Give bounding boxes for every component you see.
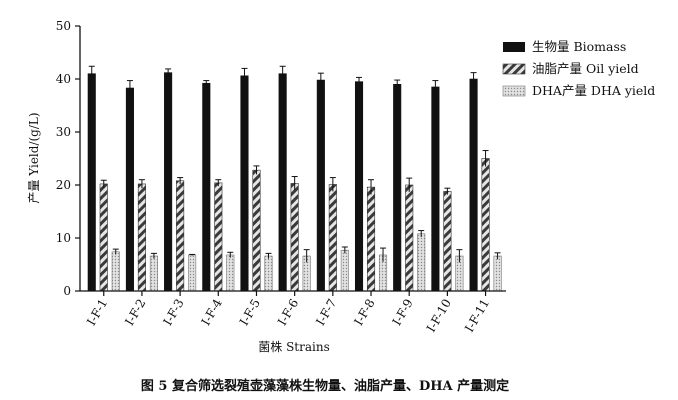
bar-biomass	[164, 72, 173, 292]
bar-biomass	[354, 81, 364, 292]
bar-dha	[417, 233, 426, 292]
x-axis-label: 菌株 Strains	[258, 339, 329, 354]
bar-oil	[481, 158, 490, 292]
y-tick-label: 50	[56, 19, 71, 33]
y-tick-label: 30	[56, 125, 71, 139]
bar-dha	[226, 254, 235, 292]
bar-oil	[214, 182, 223, 292]
bar-biomass	[240, 75, 249, 292]
x-tick-label: I-F-5	[237, 297, 263, 328]
legend-swatch-dha	[502, 85, 526, 97]
bar-biomass	[125, 87, 134, 292]
bar-biomass	[393, 84, 402, 292]
legend-label-oil: 油脂产量 Oil yield	[532, 61, 639, 76]
bar-biomass	[87, 73, 96, 292]
bar-oil	[405, 184, 414, 292]
x-tick-label: I-F-8	[351, 297, 377, 328]
x-tick-label: I-F-3	[160, 297, 186, 328]
bar-dha	[264, 255, 273, 292]
bar-oil	[366, 186, 376, 292]
x-tick-label: I-F-4	[199, 296, 225, 328]
y-axis-label: 产量 Yield/(g/L)	[27, 112, 41, 203]
x-tick-label: I-F-10	[424, 297, 454, 335]
legend: 生物量 Biomass 油脂产量 Oil yield DHA产量 DHA yie…	[502, 39, 655, 98]
x-tick-label: I-F-2	[122, 297, 148, 328]
bar-biomass	[316, 79, 325, 292]
bar-oil	[176, 180, 185, 292]
bar-oil	[137, 183, 146, 292]
x-tick-label: I-F-6	[275, 297, 301, 328]
y-tick-label: 10	[56, 231, 71, 245]
bar-dha	[493, 255, 502, 292]
y-tick-label: 20	[56, 178, 71, 192]
bar-biomass	[278, 73, 287, 292]
bar-biomass	[431, 86, 440, 292]
bar-dha	[188, 254, 197, 292]
bar-oil	[290, 183, 299, 292]
bar-oil	[252, 169, 261, 292]
legend-label-dha: DHA产量 DHA yield	[532, 83, 655, 98]
bar-dha	[149, 255, 158, 292]
legend-swatch-biomass	[503, 42, 525, 52]
bar-dha	[111, 251, 120, 292]
y-tick-label: 40	[56, 72, 71, 86]
x-tick-label: I-F-7	[313, 297, 339, 328]
x-tick-label: I-F-9	[390, 297, 416, 328]
bar-oil	[328, 184, 337, 292]
legend-label-biomass: 生物量 Biomass	[532, 39, 626, 54]
x-tick-label: I-F-11	[462, 297, 492, 335]
bar-biomass	[469, 78, 478, 292]
x-tick-label: I-F-1	[84, 297, 110, 328]
bar-oil	[99, 183, 108, 292]
chart-title: 图 5 复合筛选裂殖壶藻藻株生物量、油脂产量、DHA 产量测定	[141, 378, 509, 394]
bar-biomass	[202, 82, 211, 292]
legend-swatch-oil	[502, 63, 526, 75]
y-tick-label: 0	[63, 284, 71, 298]
bar-oil	[443, 191, 452, 292]
bar-dha	[340, 249, 349, 292]
